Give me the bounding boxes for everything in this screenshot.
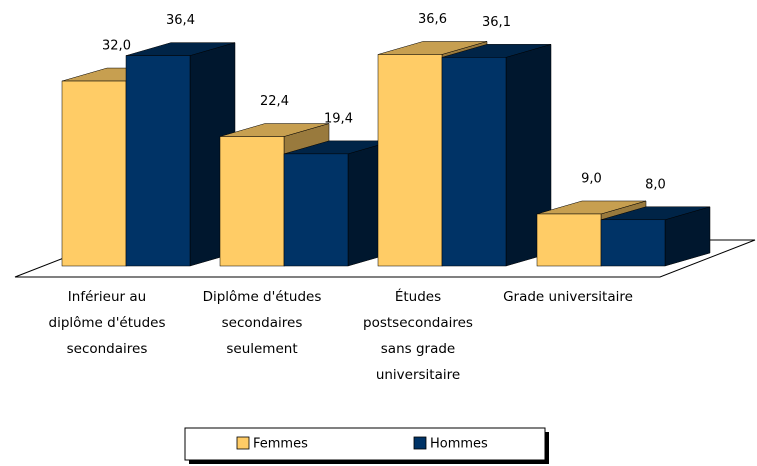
bar	[536, 213, 602, 267]
x-tick-label: Études postsecondaires sans grade univer…	[363, 289, 473, 383]
value-label: 36,4	[166, 13, 195, 28]
value-label: 36,6	[418, 12, 447, 27]
bar	[377, 54, 443, 267]
bar	[283, 153, 349, 267]
bar	[219, 136, 285, 267]
legend-label: Hommes	[430, 437, 488, 452]
bar	[441, 57, 507, 267]
bar	[125, 55, 191, 267]
bar	[61, 80, 127, 267]
legend-label: Femmes	[253, 437, 308, 452]
value-label: 19,4	[324, 111, 353, 126]
legend-swatch	[236, 436, 250, 450]
value-label: 36,1	[482, 15, 511, 30]
value-label: 32,0	[102, 39, 131, 54]
legend-swatch	[413, 436, 427, 450]
value-label: 9,0	[581, 171, 602, 186]
x-tick-label: Diplôme d'études secondaires seulement	[202, 289, 322, 357]
x-tick-label: Inférieur au diplôme d'études secondaire…	[48, 289, 166, 357]
bar	[600, 219, 666, 267]
x-tick-label: Grade universitaire	[503, 289, 633, 305]
value-label: 22,4	[260, 94, 289, 109]
value-label: 8,0	[645, 177, 666, 192]
